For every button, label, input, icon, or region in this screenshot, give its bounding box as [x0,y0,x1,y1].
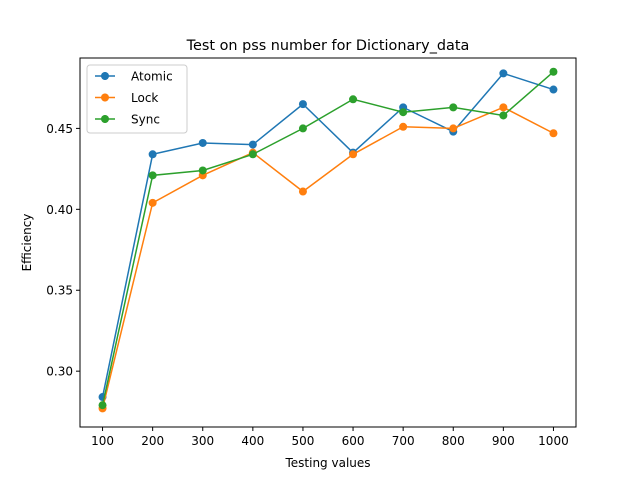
series-line-sync [101,71,554,406]
series-line-atomic [101,72,554,398]
data-point-sync [449,103,458,112]
data-point-lock [148,198,157,207]
y-tick-label: 0.45 [46,122,73,136]
x-tick-label: 800 [442,434,465,448]
axes-frame [79,57,577,428]
data-point-atomic [549,85,558,94]
data-point-lock [349,150,358,159]
series-line-lock [101,106,554,409]
x-tick-label: 600 [342,434,365,448]
x-axis-label: Testing values [284,456,370,470]
y-tick-label: 0.30 [46,365,73,379]
data-point-lock [499,103,508,112]
data-point-sync [298,124,307,133]
legend-marker-atomic [101,72,109,80]
x-tick-label: 300 [191,434,214,448]
data-point-atomic [248,140,257,149]
x-tick-label: 100 [91,434,114,448]
y-tick-label: 0.40 [46,203,73,217]
plot-area: 100 200 300 400 500 600 700 800 900 1000 0.30 0.35 0… [46,67,569,448]
data-point-atomic [298,100,307,109]
data-point-sync [98,401,107,410]
data-point-atomic [198,138,207,147]
legend-label-sync: Sync [131,113,160,127]
x-tick-label: 1000 [538,434,569,448]
data-point-atomic [499,69,508,78]
data-point-sync [349,95,358,104]
data-point-sync [399,108,408,117]
data-point-sync [198,166,207,175]
x-tick-label: 200 [141,434,164,448]
x-tick-label: 700 [392,434,415,448]
x-tick-label: 400 [241,434,264,448]
legend-marker-lock [101,93,109,102]
chart-title: Test on pss number for Dictionary_data [186,38,470,54]
data-point-lock [549,129,558,138]
legend-label-lock: Lock [131,91,158,105]
y-tick-label: 0.35 [46,284,73,298]
data-point-sync [549,67,558,76]
data-point-sync [499,111,508,120]
data-point-sync [148,171,157,180]
legend-box [86,64,188,134]
x-tick-label: 900 [492,434,515,448]
data-point-lock [399,122,408,131]
x-tick-label: 500 [291,434,314,448]
data-point-atomic [148,150,157,159]
data-point-lock [298,187,307,196]
data-point-sync [248,150,257,159]
y-axis-label: Efficiency [20,214,34,272]
legend-marker-sync [101,115,109,123]
legend: Atomic Lock Sync [86,64,188,134]
legend-label-atomic: Atomic [131,70,173,84]
data-point-lock [449,124,458,133]
